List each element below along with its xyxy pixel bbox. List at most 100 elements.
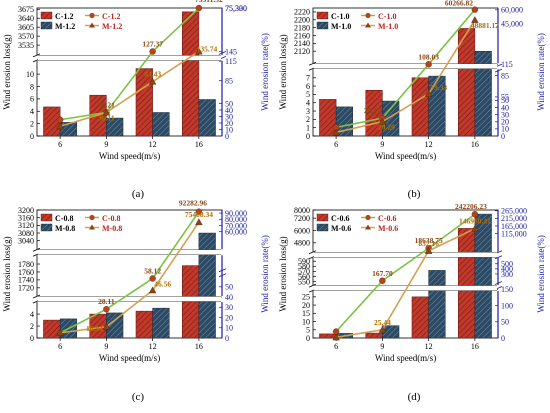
panel-b-caption: (b) — [408, 188, 421, 200]
panel-d-m-point — [378, 325, 387, 333]
panel-a-c-point — [56, 116, 64, 123]
panel-b-right-tick-label: 115 — [501, 60, 513, 69]
panel-a-c-point — [195, 4, 203, 12]
panel-d-right-tick-label: 0 — [501, 334, 505, 343]
panel-a-left-axis-label: Wind erosion loss(g) — [2, 34, 12, 109]
panel-b-c-data-label: 108.03 — [418, 52, 439, 61]
panel-d-c-data-label: 242206.23 — [455, 202, 487, 211]
panel-b-right-tick-label: 55 — [501, 93, 509, 102]
panel-b-left-tick-label: 2200 — [294, 16, 310, 25]
panel-d-bar-c — [411, 296, 429, 339]
panel-d-right-tick-label: 150 — [501, 285, 513, 294]
panel-b-legend-marker-c — [365, 12, 371, 19]
panel-a-left-tick-label: 3605 — [18, 23, 34, 32]
panel-c-left-axis-label: Wind erosion loss(g) — [2, 236, 12, 311]
panel-d-break-band — [314, 252, 497, 258]
panel-b-left-axis-label: Wind erosion loss(g) — [278, 34, 288, 109]
panel-a-right-tick-label: 0 — [225, 132, 229, 141]
panel-d-bar-m — [428, 270, 446, 339]
panel-a-break-mark-right — [218, 50, 227, 55]
panel-b-right-tick-label: 85 — [501, 71, 509, 80]
panel-c-legend-swatch-m — [40, 223, 53, 232]
panel-d-c-data-label: 18638.75 — [415, 236, 443, 245]
panel-a-bar-m — [106, 117, 124, 137]
panel-d-legend-swatch-c — [316, 213, 329, 222]
panel-d-left-tick-label: 25 — [302, 293, 310, 302]
panel-b-x-tick-label: 6 — [334, 140, 338, 149]
panel-a-x-axis-label: Wind speed(m/s) — [99, 151, 160, 161]
panel-d-right-tick-label: 500 — [501, 260, 513, 269]
panel-a-break-mark — [32, 53, 41, 58]
panel-a-left-tick-label: 0 — [30, 132, 34, 141]
panel-a-right-tick-label: 50 — [225, 99, 233, 108]
panel-b-right-tick-label: 0 — [501, 132, 505, 141]
panel-d-left-tick-label: 570 — [298, 267, 310, 276]
panel-a-legend-label-line-m: M-1.2 — [102, 22, 122, 31]
panel-a-left-tick-label: 3535 — [18, 41, 34, 50]
panel-d-right-tick-label: 300 — [501, 270, 513, 279]
panel-a-c-line — [60, 7, 200, 121]
panel-c-m-data-label: 46.56 — [154, 279, 171, 288]
panel-c-m-point — [102, 322, 111, 330]
panel-c-caption: (c) — [132, 391, 145, 403]
panel-c-right-tick-label: 40 — [225, 293, 233, 302]
panel-c-m-line — [60, 221, 200, 334]
panel-d-bar-c — [365, 332, 383, 339]
panel-b-legend-label-bar-m: M-1.0 — [331, 22, 351, 31]
panel-d-left-axis-label: Wind erosion loss(g) — [278, 236, 288, 311]
panel-c-legend-label-bar-c: C-0.8 — [55, 214, 73, 223]
panel-d-right-tick-label: 400 — [501, 265, 513, 274]
panel-d-break-mark — [308, 250, 317, 255]
panel-a-c-data-label: 36.21 — [98, 100, 115, 109]
panel-d-left-tick-label: 4800 — [294, 239, 310, 248]
panel-b-left-tick-label: 2140 — [294, 39, 310, 48]
panel-b-left-tick-label: 2220 — [294, 8, 310, 17]
panel-c-legend-label-line-m: M-0.8 — [102, 224, 122, 233]
panel-a-left-tick-label: 3640 — [18, 14, 34, 23]
panel-a-left-tick-label: 3570 — [18, 32, 34, 41]
panel-a-c-data-label: 127.37 — [142, 40, 163, 49]
panel-c-break-mark — [32, 247, 41, 252]
panel-d-left-tick-label: 550 — [298, 277, 310, 286]
panel-d-break-mark-right — [494, 255, 503, 260]
panel-a-right-tick-label: 115 — [225, 57, 237, 66]
panel-a-break-band — [38, 55, 221, 61]
panel-c-x-tick-label: 16 — [195, 342, 203, 351]
panel-d-m-point — [471, 224, 479, 232]
panel-a-left-tick-label: 3675 — [18, 5, 34, 14]
panel-a-left-tick-label: 2 — [30, 119, 34, 128]
panel-a-right-tick-label: 10 — [225, 125, 233, 134]
panel-c-left-tick-label: 3080 — [18, 229, 34, 238]
panel-d-break-mark-right — [494, 281, 503, 285]
panel-d-c-point — [379, 277, 386, 284]
panel-d-right-tick-label: 215,000 — [501, 214, 527, 223]
panel-c-break-mark-right — [218, 268, 227, 273]
panel-c-bar-c — [181, 265, 200, 339]
panel-c-right-tick-label: 60,000 — [225, 228, 247, 237]
panel-c-bar-c — [135, 310, 153, 339]
panel-b-x-tick-label: 16 — [471, 140, 479, 149]
panel-c-right-axis-label: Wind erosion rate(%) — [260, 235, 270, 313]
panel-c-left-tick-label: 0 — [30, 334, 34, 343]
panel-d-right-tick-label: 100 — [501, 301, 513, 310]
panel-b-bar-c — [319, 99, 337, 137]
panel-a-c-data-label: 75311.32 — [195, 0, 223, 4]
panel-d-m-data-label: 146960.41 — [459, 217, 491, 226]
panel-a-m-point — [148, 77, 157, 85]
panel-c-m-data-label: 75408.34 — [185, 210, 213, 219]
panel-d-c-line — [335, 213, 476, 333]
panel-b-left-tick-label: 2120 — [294, 47, 310, 56]
panel-a-c-point — [149, 48, 156, 55]
panel-c-x-tick-label: 12 — [149, 342, 157, 351]
panel-c-right-tick-label: 20 — [225, 313, 233, 322]
panel-d-legend-marker-c — [365, 214, 371, 221]
panel-b-x-axis-label: Wind speed(m/s) — [375, 151, 436, 161]
panel-d-right-axis-label: Wind erosion rate(%) — [536, 235, 546, 313]
panel-d-m-line — [335, 227, 476, 339]
panel-b-right-tick-label: 50 — [501, 96, 509, 105]
panel-b-legend-label-bar-c: C-1.0 — [331, 12, 349, 21]
panel-c-left-tick-label: 2 — [30, 322, 34, 331]
panel-a-right-tick-label: 30 — [225, 112, 233, 121]
panel-b-left-tick-label: 5 — [306, 90, 310, 99]
